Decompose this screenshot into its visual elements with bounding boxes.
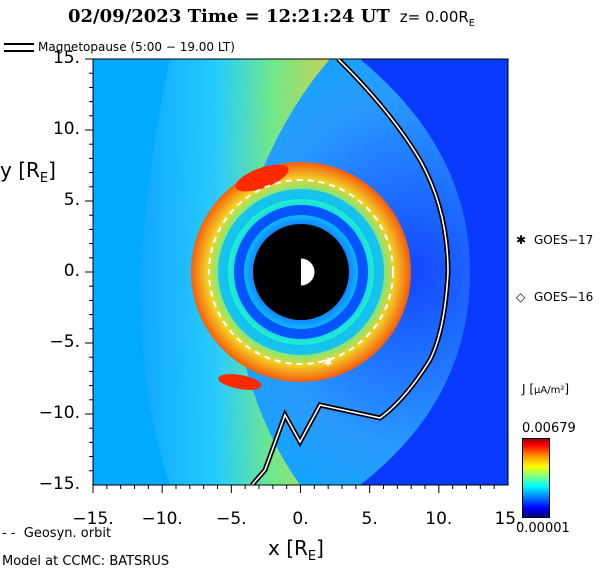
hotspot-north	[235, 164, 289, 192]
geosync-legend: - - Geosyn. orbit	[2, 526, 111, 541]
heatmap-field: ✱	[93, 59, 508, 485]
magnetopause-line-inner	[251, 59, 449, 485]
goes16-label: GOES−16	[534, 290, 594, 304]
asterisk-icon: ✱	[516, 233, 527, 247]
inner-ring	[218, 189, 384, 355]
y-tick-label: −10.	[38, 403, 80, 423]
colorbar-max: 0.00679	[522, 421, 576, 436]
nightside-crescent	[140, 59, 330, 485]
colorbar-title: J [μA/m²]	[522, 382, 570, 396]
dash-icon: - -	[2, 526, 16, 541]
goes16-legend: ◇ GOES−16	[516, 290, 593, 304]
magnetopause-legend: Magnetopause (5:00 − 19.00 LT)	[4, 40, 235, 54]
y-tick-label: −5.	[49, 332, 80, 352]
inner-ring-2	[234, 205, 368, 339]
y-tick-label: 10.	[52, 119, 80, 139]
earth-night-half	[287, 258, 301, 286]
y-tick-marks	[85, 58, 93, 472]
y-tick-label: 0.	[63, 261, 80, 281]
x-tick-marks	[92, 485, 495, 493]
z-label: z= 0.00RE	[399, 8, 475, 29]
x-tick-label: 15.	[494, 509, 522, 529]
title-text: 02/09/2023 Time = 12:21:24 UT	[68, 6, 390, 27]
magnetopause-legend-label: Magnetopause (5:00 − 19.00 LT)	[38, 40, 235, 54]
x-tick-label: 5.	[361, 509, 378, 529]
x-tick-label: 0.	[292, 509, 309, 529]
x-tick-label: −15.	[72, 509, 114, 529]
y-tick-label: −15.	[38, 474, 80, 494]
magnetopause-swatch	[4, 42, 34, 52]
y-tick-label: 5.	[63, 190, 80, 210]
geosync-orbit	[208, 179, 394, 365]
x-tick-label: −5.	[216, 509, 247, 529]
goes17-legend: ✱ GOES−17	[516, 233, 593, 247]
x-tick-label: −10.	[141, 509, 183, 529]
hotspot-south	[218, 374, 262, 390]
goes17-marker: ✱	[323, 356, 332, 369]
y-axis-label: y [RE]	[0, 158, 56, 186]
goes17-label: GOES−17	[534, 233, 594, 247]
model-credit: Model at CCMC: BATSRUS	[2, 554, 170, 569]
x-axis-label: x [RE]	[268, 536, 324, 564]
diamond-icon: ◇	[516, 290, 526, 304]
x-tick-label: 10.	[425, 509, 453, 529]
page-title: 02/09/2023 Time = 12:21:24 UT z= 0.00RE	[68, 6, 475, 29]
colorbar	[522, 438, 550, 518]
geosync-legend-label: Geosyn. orbit	[23, 526, 112, 541]
y-tick-label: 15.	[52, 48, 80, 68]
colorbar-min: 0.00001	[516, 521, 570, 536]
